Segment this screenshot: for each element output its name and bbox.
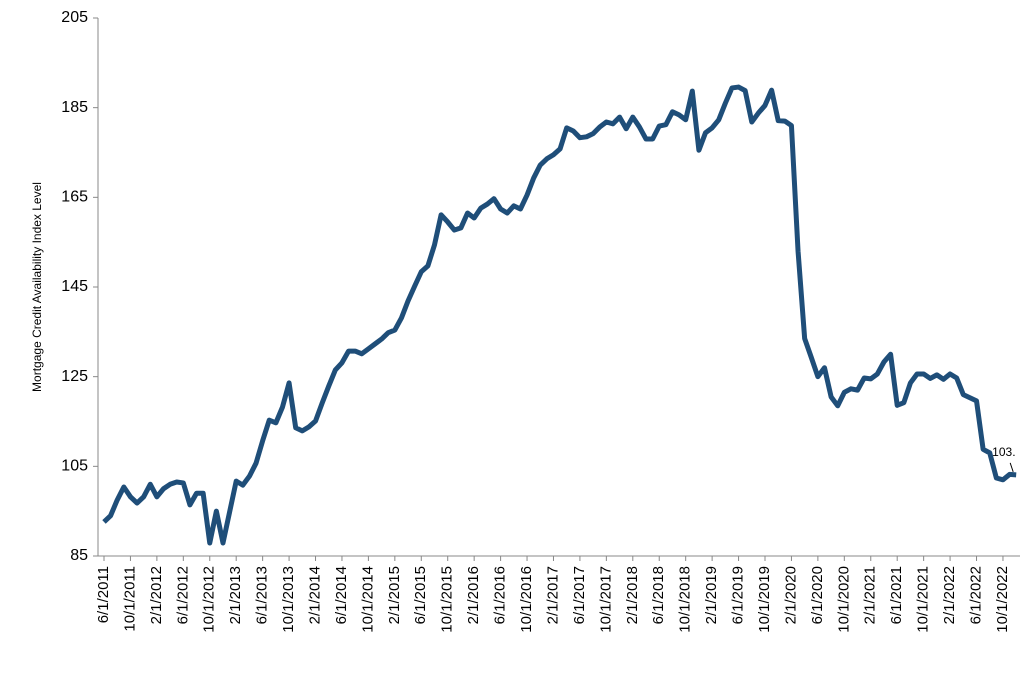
y-tick-label: 205: [61, 9, 88, 26]
x-tick-label: 10/1/2012: [201, 566, 218, 633]
x-tick-label: 10/1/2020: [835, 566, 852, 633]
x-tick-label: 2/1/2020: [782, 566, 799, 624]
x-tick-label: 2/1/2019: [703, 566, 720, 624]
x-tick-label: 6/1/2012: [174, 566, 191, 624]
x-tick-label: 10/1/2011: [121, 566, 138, 632]
y-tick-label: 105: [61, 458, 88, 475]
x-tick-label: 2/1/2017: [544, 566, 561, 624]
x-tick-label: 6/1/2022: [967, 566, 984, 624]
x-tick-label: 2/1/2021: [862, 566, 879, 624]
y-tick-label: 185: [61, 99, 88, 116]
x-tick-label: 10/1/2015: [439, 566, 456, 633]
x-tick-label: 10/1/2018: [677, 566, 694, 633]
x-tick-label: 2/1/2013: [227, 566, 244, 624]
y-axis-title: Mortgage Credit Availability Index Level: [30, 182, 44, 392]
label-leader: [1009, 462, 1014, 473]
x-tick-label: 2/1/2022: [941, 566, 958, 624]
y-tick-label: 85: [70, 547, 88, 564]
x-tick-label: 6/1/2014: [333, 566, 350, 624]
x-tick-label: 6/1/2019: [730, 566, 747, 624]
x-tick-label: 10/1/2021: [915, 566, 932, 633]
x-tick-label: 10/1/2022: [994, 566, 1011, 633]
x-tick-label: 10/1/2013: [280, 566, 297, 633]
y-tick-label: 165: [61, 189, 88, 206]
x-tick-label: 6/1/2016: [492, 566, 509, 624]
x-tick-label: 6/1/2020: [809, 566, 826, 624]
y-tick-label: 145: [61, 278, 88, 295]
x-tick-label: 6/1/2017: [571, 566, 588, 624]
x-tick-label: 10/1/2014: [359, 566, 376, 633]
x-tick-label: 6/1/2013: [254, 566, 271, 624]
x-tick-label: 2/1/2012: [148, 566, 165, 624]
x-tick-label: 6/1/2015: [412, 566, 429, 624]
x-tick-label: 10/1/2019: [756, 566, 773, 633]
x-tick-label: 2/1/2014: [306, 566, 323, 624]
x-tick-label: 10/1/2016: [518, 566, 535, 633]
x-tick-label: 6/1/2018: [650, 566, 667, 624]
x-tick-label: 6/1/2011: [95, 566, 112, 623]
x-tick-label: 2/1/2016: [465, 566, 482, 624]
x-tick-label: 6/1/2021: [888, 566, 905, 624]
x-tick-label: 10/1/2017: [597, 566, 614, 633]
x-tick-label: 2/1/2015: [386, 566, 403, 624]
x-tick-label: 2/1/2018: [624, 566, 641, 624]
y-tick-label: 125: [61, 368, 88, 385]
data-label: 103.: [992, 445, 1015, 459]
line-series: [102, 84, 1017, 546]
